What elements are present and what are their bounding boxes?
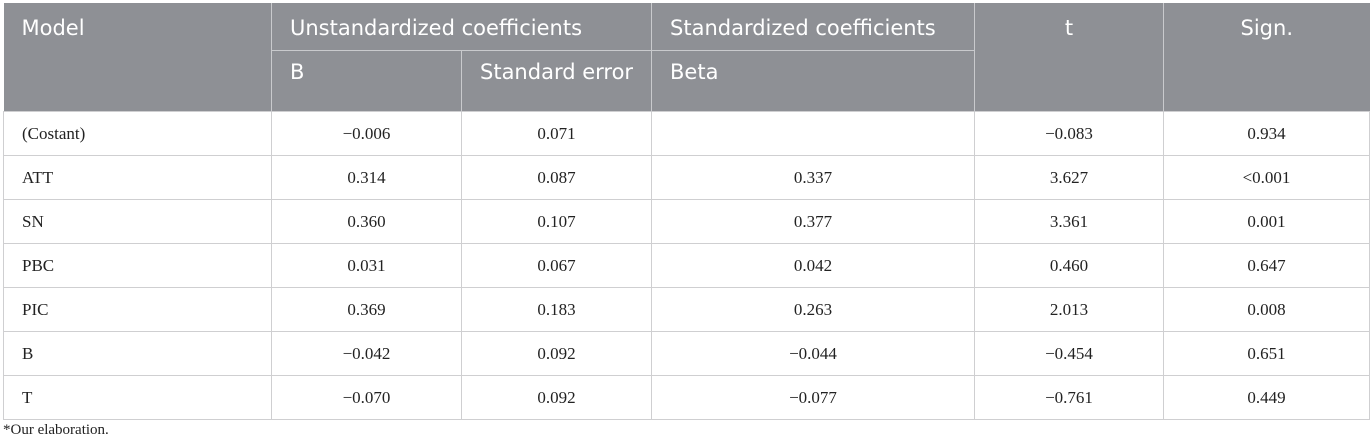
table-body: (Costant) −0.006 0.071 −0.083 0.934 ATT … bbox=[3, 111, 1371, 420]
cell-sign: 0.001 bbox=[1163, 199, 1371, 244]
header-standardized-coefficients: Standardized coefficients bbox=[651, 3, 975, 51]
row-label: PIC bbox=[3, 287, 272, 332]
cell-beta: 0.042 bbox=[651, 243, 976, 288]
cell-standard-error: 0.107 bbox=[460, 199, 653, 244]
header-b: B bbox=[271, 50, 462, 112]
row-label: ATT bbox=[3, 155, 272, 200]
cell-b: 0.369 bbox=[271, 287, 462, 332]
table-row: B −0.042 0.092 −0.044 −0.454 0.651 bbox=[3, 331, 1371, 376]
header-unstandardized-coefficients: Unstandardized coefficients bbox=[270, 3, 652, 51]
cell-standard-error: 0.071 bbox=[460, 111, 653, 156]
cell-t: 0.460 bbox=[974, 243, 1165, 288]
cell-standard-error: 0.067 bbox=[460, 243, 653, 288]
cell-b: −0.070 bbox=[271, 375, 462, 420]
cell-sign: 0.008 bbox=[1163, 287, 1371, 332]
cell-b: 0.360 bbox=[271, 199, 462, 244]
table-row: PBC 0.031 0.067 0.042 0.460 0.647 bbox=[3, 243, 1371, 288]
table-row: SN 0.360 0.107 0.377 3.361 0.001 bbox=[3, 199, 1371, 244]
cell-t: 2.013 bbox=[974, 287, 1165, 332]
cell-beta: 0.337 bbox=[651, 155, 976, 200]
header-t: t bbox=[974, 3, 1164, 112]
cell-sign: 0.651 bbox=[1163, 331, 1371, 376]
footnote: *Our elaboration. bbox=[3, 422, 109, 438]
cell-beta: 0.263 bbox=[651, 287, 976, 332]
table-row: (Costant) −0.006 0.071 −0.083 0.934 bbox=[3, 111, 1371, 156]
cell-sign: 0.647 bbox=[1163, 243, 1371, 288]
row-label: PBC bbox=[3, 243, 272, 288]
header-standard-error: Standard error bbox=[460, 50, 652, 112]
cell-b: −0.042 bbox=[271, 331, 462, 376]
cell-beta: −0.044 bbox=[651, 331, 976, 376]
cell-sign: <0.001 bbox=[1163, 155, 1371, 200]
cell-standard-error: 0.183 bbox=[460, 287, 653, 332]
cell-t: 3.361 bbox=[974, 199, 1165, 244]
cell-beta bbox=[651, 111, 976, 156]
row-label: B bbox=[3, 331, 272, 376]
cell-beta: 0.377 bbox=[651, 199, 976, 244]
row-label: (Costant) bbox=[3, 111, 272, 156]
header-model: Model bbox=[3, 3, 272, 112]
cell-b: −0.006 bbox=[271, 111, 462, 156]
table-row: ATT 0.314 0.087 0.337 3.627 <0.001 bbox=[3, 155, 1371, 200]
cell-b: 0.031 bbox=[271, 243, 462, 288]
row-label: T bbox=[3, 375, 272, 420]
cell-t: −0.454 bbox=[974, 331, 1165, 376]
table-row: T −0.070 0.092 −0.077 −0.761 0.449 bbox=[3, 375, 1371, 420]
table-row: PIC 0.369 0.183 0.263 2.013 0.008 bbox=[3, 287, 1371, 332]
header-sign: Sign. bbox=[1163, 3, 1370, 112]
cell-standard-error: 0.087 bbox=[460, 155, 653, 200]
cell-b: 0.314 bbox=[271, 155, 462, 200]
cell-beta: −0.077 bbox=[651, 375, 976, 420]
cell-standard-error: 0.092 bbox=[460, 375, 653, 420]
cell-standard-error: 0.092 bbox=[460, 331, 653, 376]
header-beta: Beta bbox=[651, 50, 975, 112]
row-label: SN bbox=[3, 199, 272, 244]
cell-t: 3.627 bbox=[974, 155, 1165, 200]
cell-sign: 0.934 bbox=[1163, 111, 1371, 156]
cell-t: −0.761 bbox=[974, 375, 1165, 420]
regression-table: Model Unstandardized coefficients Standa… bbox=[3, 3, 1371, 420]
cell-sign: 0.449 bbox=[1163, 375, 1371, 420]
cell-t: −0.083 bbox=[974, 111, 1165, 156]
